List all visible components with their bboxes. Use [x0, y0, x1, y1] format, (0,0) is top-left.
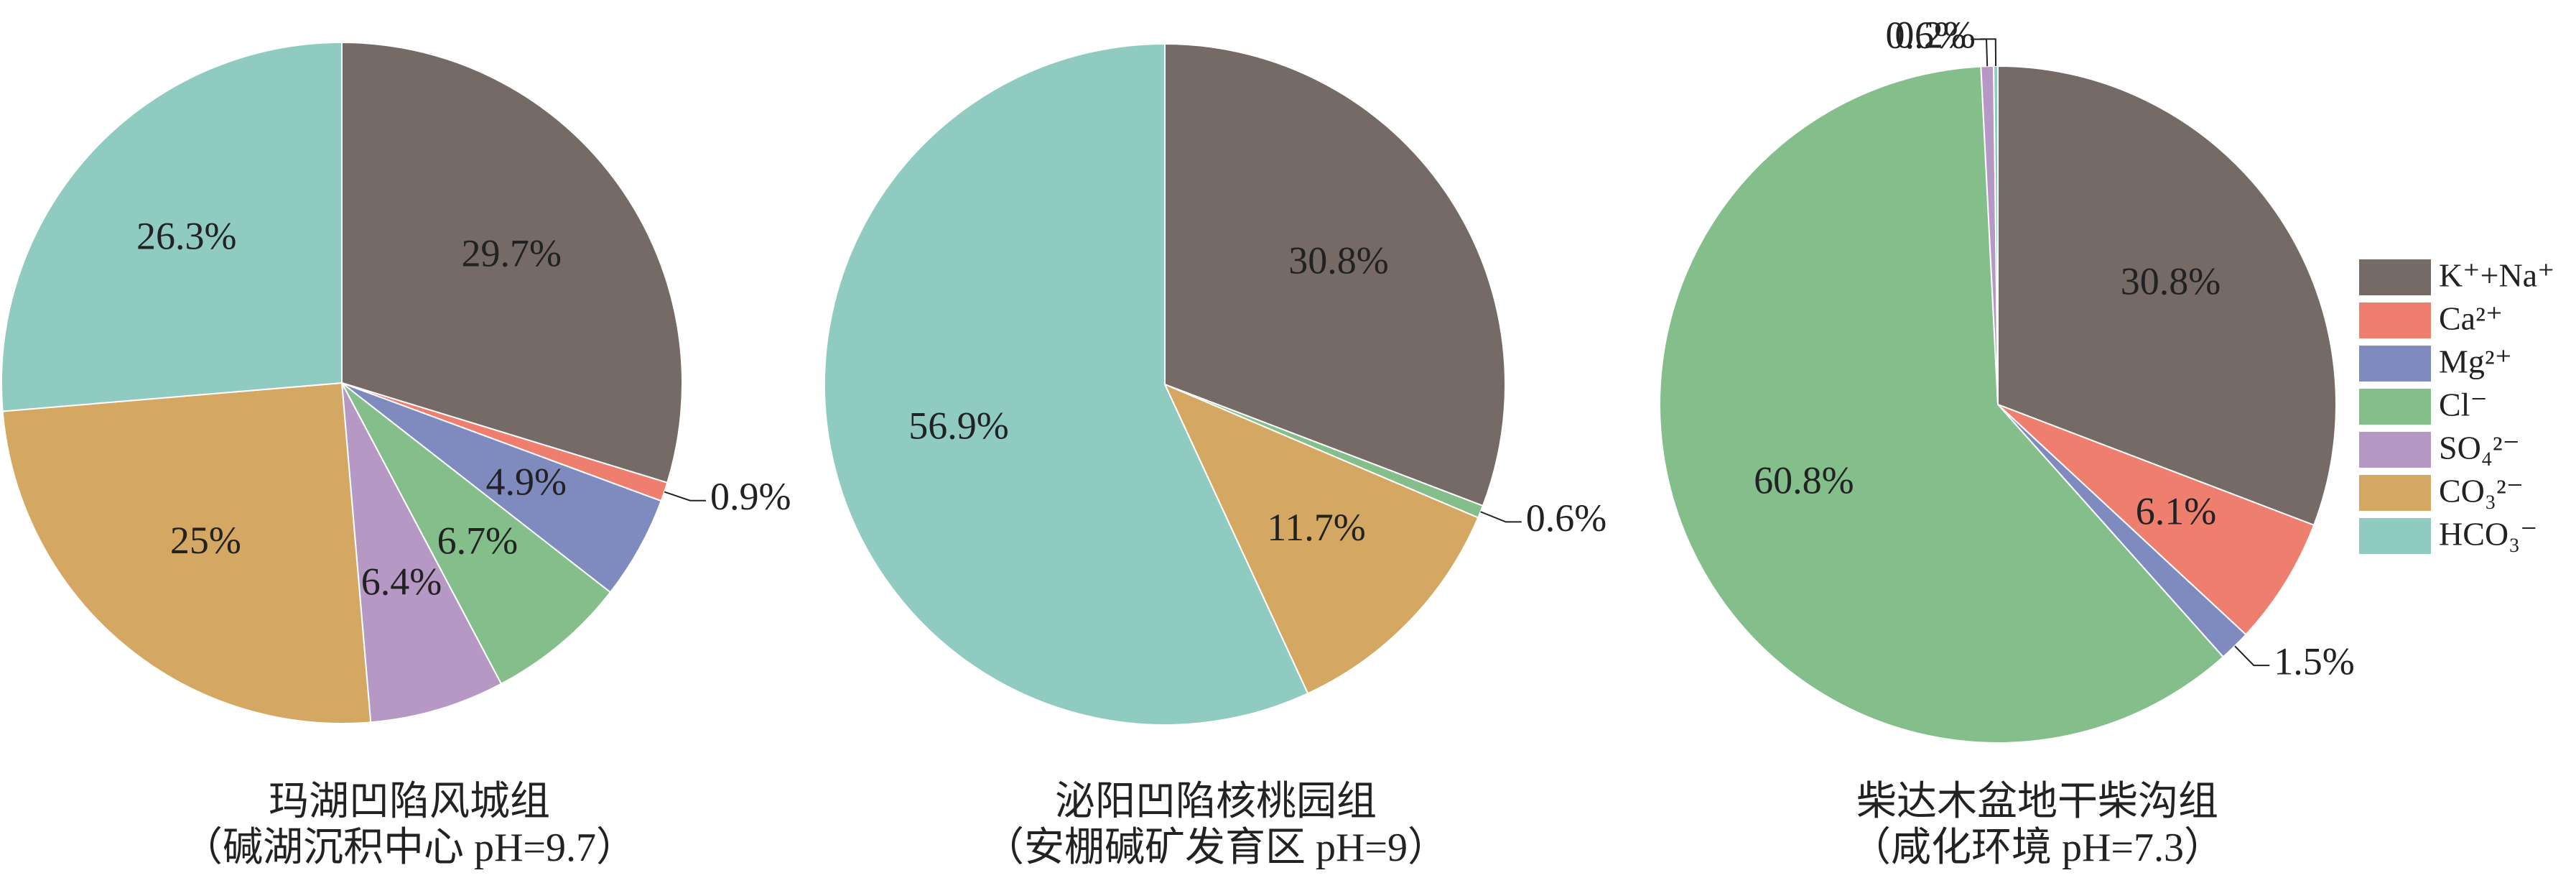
data-label: 26.3% — [136, 214, 236, 257]
legend-label: CO₃²⁻ — [2439, 473, 2524, 509]
data-label: 11.7% — [1267, 506, 1365, 549]
leader-line — [2234, 645, 2270, 667]
leader-line — [1480, 511, 1522, 523]
data-label: 25% — [170, 519, 241, 562]
leader-line — [1979, 38, 1997, 67]
pie-slice — [1997, 404, 2315, 636]
data-label: 29.7% — [462, 232, 562, 275]
data-label: 30.8% — [2121, 260, 2221, 303]
data-label: 6.7% — [437, 519, 518, 563]
pie-slice — [824, 42, 1309, 726]
leader-line — [664, 491, 707, 502]
pie-slice — [1164, 42, 1506, 507]
legend-swatch — [2359, 475, 2431, 511]
pie-slice — [1, 382, 372, 724]
data-label: 56.9% — [908, 405, 1008, 448]
data-label: 0.6% — [1526, 496, 1606, 540]
chart-title: 泌阳凹陷核桃园组 — [1055, 780, 1377, 824]
pie-slice — [341, 382, 612, 685]
legend-swatch — [2359, 432, 2431, 468]
legend-label: SO₄²⁻ — [2439, 430, 2520, 466]
data-label: 0.2% — [1894, 14, 1975, 57]
data-label: 6.4% — [361, 560, 442, 603]
data-label: 0.9% — [710, 475, 791, 518]
pie-slice — [341, 382, 662, 593]
data-label: 30.8% — [1288, 239, 1388, 282]
data-label: 1.5% — [2274, 639, 2354, 683]
legend-label: Cl⁻ — [2439, 387, 2488, 423]
legend-label: HCO₃⁻ — [2439, 516, 2537, 553]
chart-subtitle: （咸化环境 pH=7.3） — [1851, 826, 2224, 870]
data-label: 0.6% — [1886, 14, 1966, 57]
legend-swatch — [2359, 518, 2431, 554]
chart-title: 柴达木盆地干柴沟组 — [1856, 780, 2218, 824]
legend-swatch — [2359, 302, 2431, 338]
legend-label: K⁺+Na⁺ — [2439, 257, 2554, 294]
pie-slice — [341, 41, 683, 484]
legend-swatch — [2359, 346, 2431, 382]
legend-swatch — [2359, 259, 2431, 295]
chart-subtitle: （碱湖沉积中心 pH=9.7） — [182, 826, 636, 870]
pie-slice — [341, 382, 503, 724]
data-label: 4.9% — [486, 460, 567, 503]
pie-slice — [1997, 65, 2337, 527]
legend-label: Mg²⁺ — [2439, 343, 2512, 380]
data-label: 60.8% — [1754, 458, 1854, 502]
pie-slice — [1, 41, 343, 412]
legend-swatch — [2359, 389, 2431, 425]
pie-slice — [1163, 383, 1479, 695]
chart-title: 玛湖凹陷风城组 — [269, 780, 550, 824]
chart-subtitle: （安棚碱矿发育区 pH=9） — [984, 826, 1448, 870]
pie-slice — [1659, 65, 2225, 744]
data-label: 6.1% — [2136, 490, 2216, 533]
legend-label: Ca²⁺ — [2439, 300, 2503, 337]
